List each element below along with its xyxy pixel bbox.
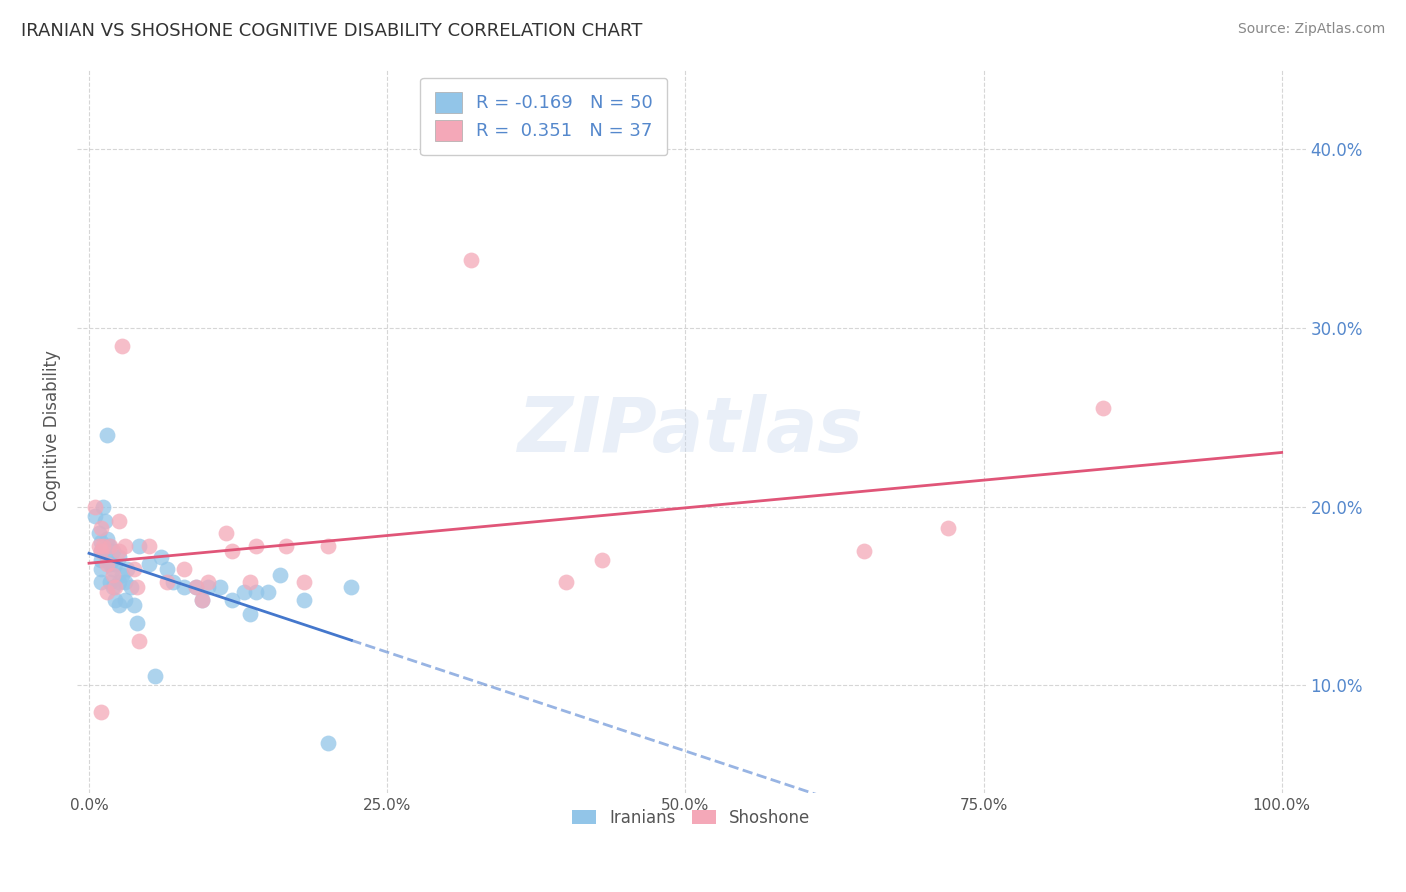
Point <box>555 574 578 589</box>
Point <box>936 521 959 535</box>
Point <box>101 580 124 594</box>
Point <box>93 514 115 528</box>
Point <box>111 339 134 353</box>
Point <box>96 428 118 442</box>
Point <box>96 585 118 599</box>
Point <box>90 544 112 558</box>
Point <box>138 557 160 571</box>
Point <box>87 526 110 541</box>
Point <box>101 544 124 558</box>
Point <box>108 574 131 589</box>
Point <box>101 562 124 576</box>
Point <box>197 580 219 594</box>
Legend: Iranians, Shoshone: Iranians, Shoshone <box>564 800 818 835</box>
Point <box>108 598 131 612</box>
Point <box>115 562 138 576</box>
Point <box>91 539 114 553</box>
Point <box>90 574 112 589</box>
Point <box>245 539 267 553</box>
Point <box>98 539 121 553</box>
Point <box>114 574 136 589</box>
Point <box>125 580 148 594</box>
Point <box>124 562 146 576</box>
Text: IRANIAN VS SHOSHONE COGNITIVE DISABILITY CORRELATION CHART: IRANIAN VS SHOSHONE COGNITIVE DISABILITY… <box>21 22 643 40</box>
Point <box>124 598 146 612</box>
Point <box>84 508 107 523</box>
Point <box>90 562 112 576</box>
Point <box>104 580 127 594</box>
Point <box>149 549 172 564</box>
Point <box>292 592 315 607</box>
Point <box>191 592 214 607</box>
Point <box>90 705 112 719</box>
Y-axis label: Cognitive Disability: Cognitive Disability <box>44 351 60 511</box>
Point <box>100 539 122 553</box>
Point <box>104 592 127 607</box>
Point <box>111 567 134 582</box>
Point <box>90 521 112 535</box>
Point <box>101 567 124 582</box>
Point <box>100 557 122 571</box>
Point <box>125 615 148 630</box>
Point <box>269 567 291 582</box>
Point <box>120 580 142 594</box>
Point <box>90 544 112 558</box>
Point <box>128 633 150 648</box>
Point <box>316 736 339 750</box>
Point <box>197 574 219 589</box>
Point <box>155 574 177 589</box>
Point <box>233 585 256 599</box>
Point <box>114 592 136 607</box>
Point <box>245 585 267 599</box>
Point <box>340 580 363 594</box>
Point <box>100 574 122 589</box>
Point <box>853 544 876 558</box>
Point <box>108 549 131 564</box>
Point <box>96 549 118 564</box>
Point <box>91 500 114 514</box>
Point <box>96 557 118 571</box>
Point <box>591 553 613 567</box>
Point <box>257 585 280 599</box>
Point <box>209 580 232 594</box>
Point <box>221 544 243 558</box>
Point <box>186 580 208 594</box>
Point <box>90 553 112 567</box>
Point <box>173 580 195 594</box>
Point <box>90 535 112 549</box>
Point <box>191 592 214 607</box>
Point <box>87 539 110 553</box>
Point <box>138 539 160 553</box>
Point <box>108 514 131 528</box>
Point <box>221 592 243 607</box>
Point <box>292 574 315 589</box>
Point <box>186 580 208 594</box>
Text: Source: ZipAtlas.com: Source: ZipAtlas.com <box>1237 22 1385 37</box>
Point <box>96 532 118 546</box>
Point <box>162 574 184 589</box>
Point <box>114 539 136 553</box>
Point <box>239 574 262 589</box>
Point <box>316 539 339 553</box>
Point <box>173 562 195 576</box>
Point <box>108 544 131 558</box>
Point <box>1091 401 1114 416</box>
Point <box>84 500 107 514</box>
Point <box>239 607 262 621</box>
Point <box>274 539 297 553</box>
Point <box>155 562 177 576</box>
Text: ZIPatlas: ZIPatlas <box>519 393 865 467</box>
Point <box>128 539 150 553</box>
Point <box>104 557 127 571</box>
Point <box>143 669 166 683</box>
Point <box>460 252 482 267</box>
Point <box>215 526 238 541</box>
